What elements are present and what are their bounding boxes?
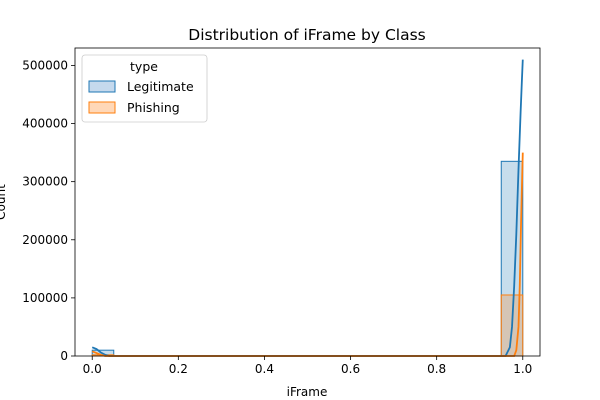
- y-tick-label: 0: [60, 349, 68, 363]
- x-ticks: 0.0 0.2 0.4 0.6 0.8 1.0: [83, 356, 532, 376]
- y-axis-label: Count: [0, 184, 8, 220]
- y-ticks: 0 100000 200000 300000 400000 500000: [22, 58, 75, 363]
- y-tick-label: 200000: [22, 233, 68, 247]
- x-tick-label: 0.2: [169, 362, 188, 376]
- plot-area: [91, 59, 524, 357]
- y-tick-label: 400000: [22, 117, 68, 131]
- x-tick-label: 0.6: [341, 362, 360, 376]
- kde-line-phishing: [91, 152, 524, 357]
- chart-title: Distribution of iFrame by Class: [188, 26, 425, 44]
- legend-title: type: [130, 59, 158, 74]
- legend-label-phishing: Phishing: [127, 100, 180, 115]
- kde-line-legitimate: [91, 59, 524, 357]
- y-tick-label: 300000: [22, 175, 68, 189]
- legend: type Legitimate Phishing: [81, 54, 208, 123]
- y-tick-label: 500000: [22, 58, 68, 72]
- y-tick-label: 100000: [22, 291, 68, 305]
- x-axis-label: iFrame: [287, 385, 328, 399]
- legend-swatch-legitimate: [88, 80, 116, 93]
- plot-frame: [74, 47, 541, 357]
- legend-label-legitimate: Legitimate: [127, 79, 194, 94]
- x-tick-label: 0.4: [255, 362, 274, 376]
- x-tick-label: 0.8: [427, 362, 446, 376]
- legend-swatch-phishing: [88, 101, 116, 114]
- x-tick-label: 0.0: [83, 362, 102, 376]
- x-tick-label: 1.0: [513, 362, 532, 376]
